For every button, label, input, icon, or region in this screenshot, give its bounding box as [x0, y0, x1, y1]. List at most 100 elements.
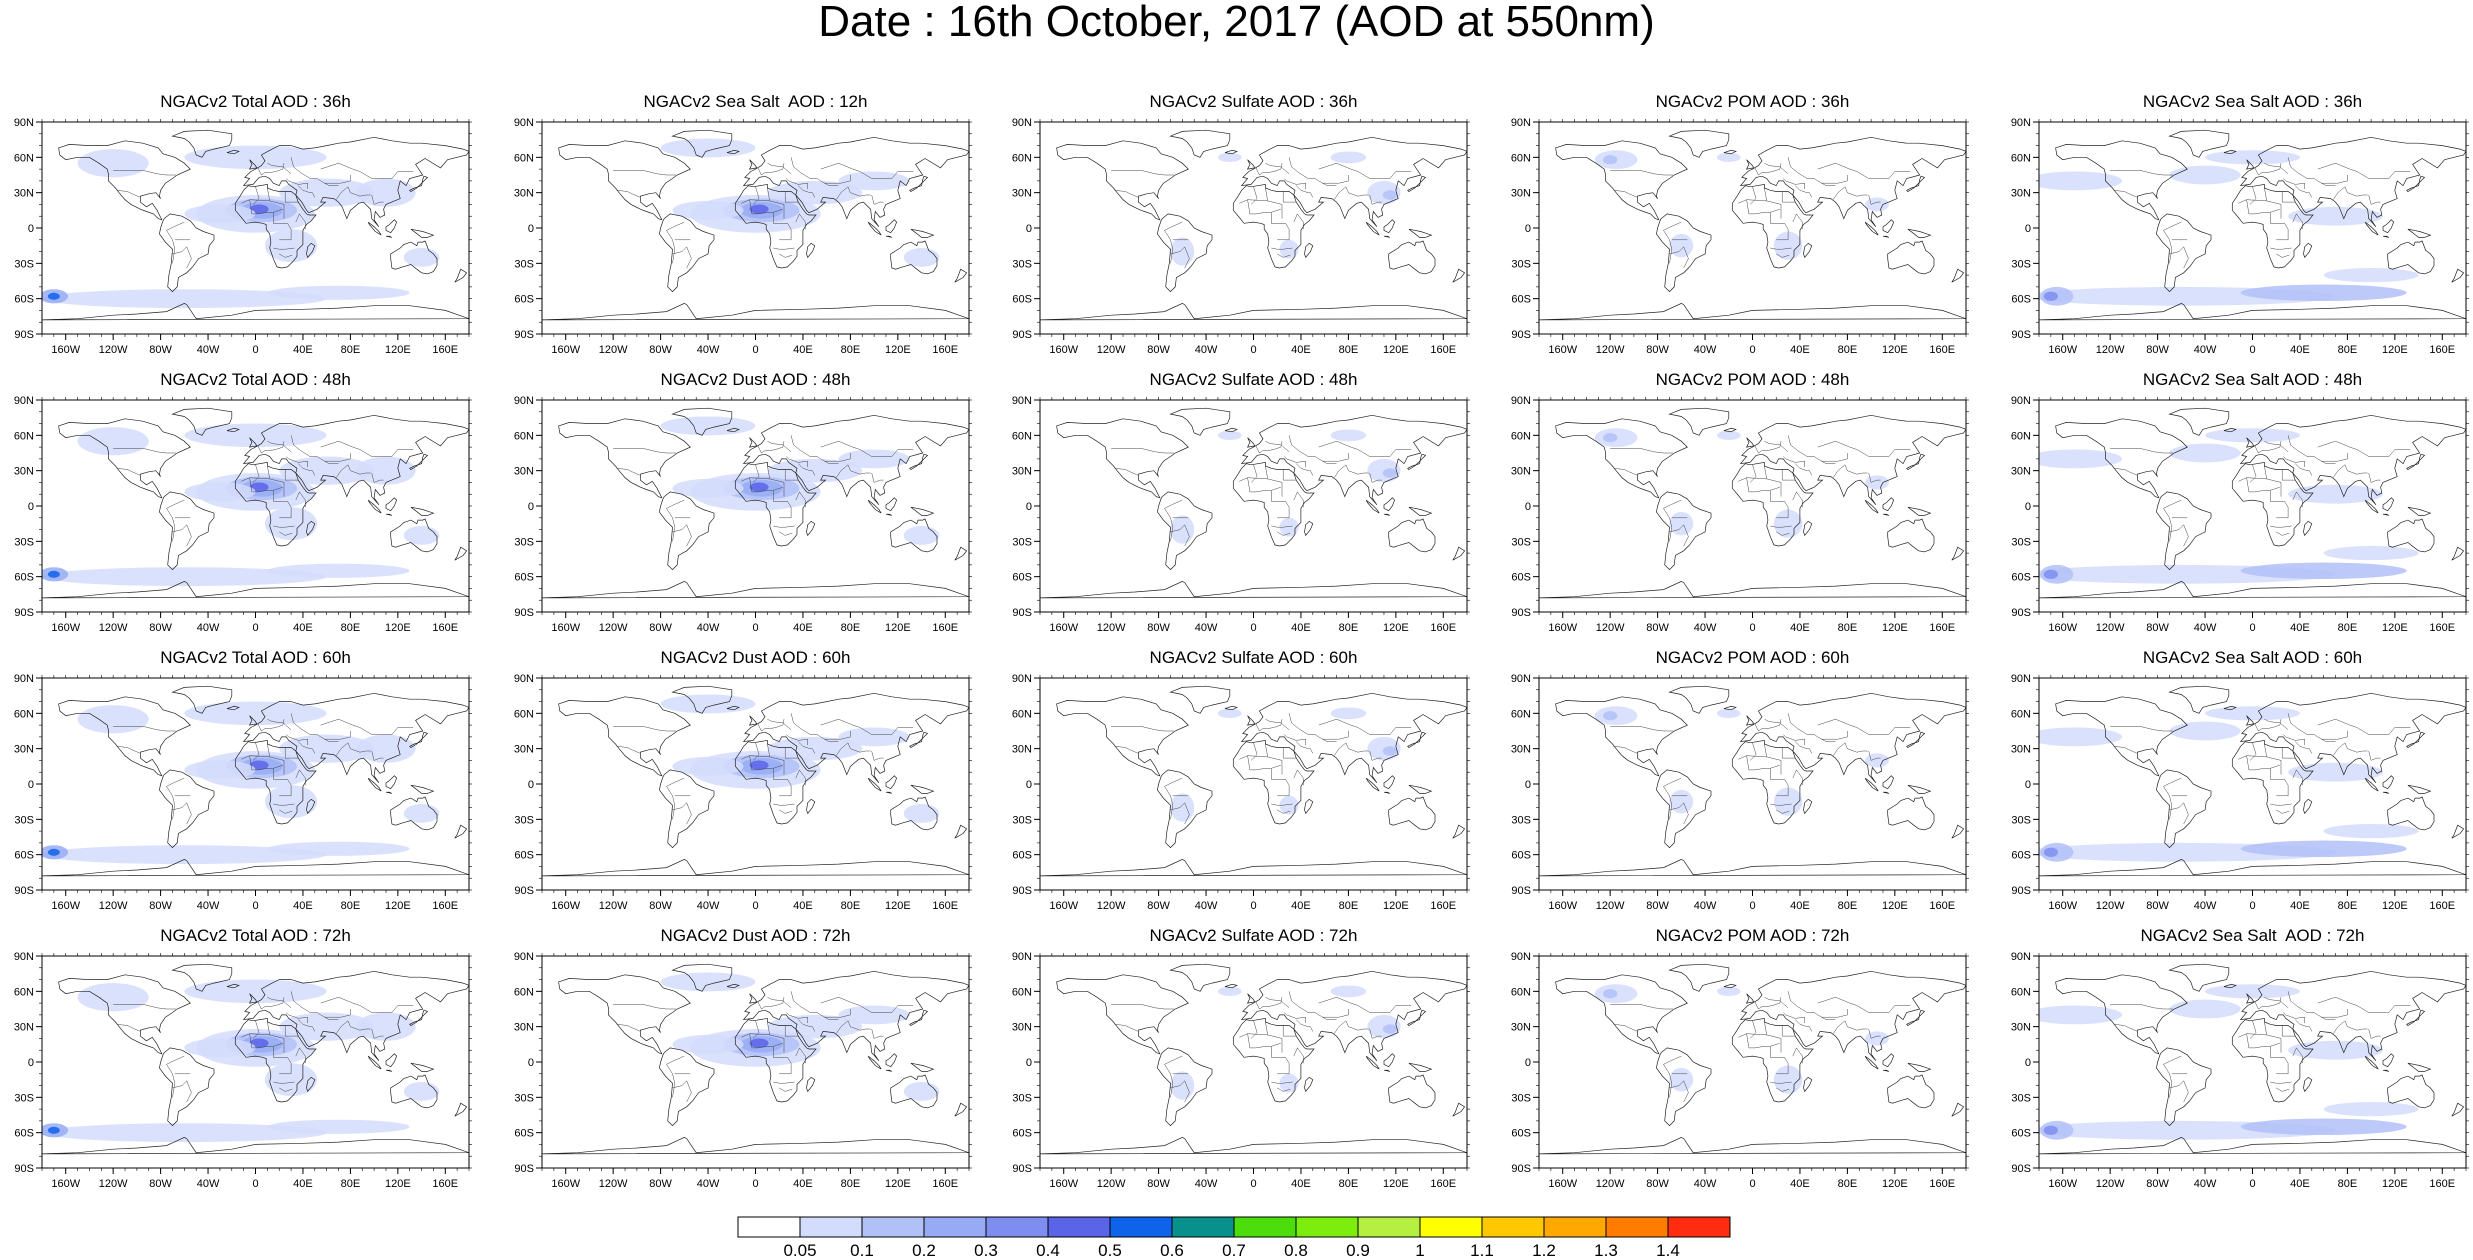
coastline: [242, 692, 469, 784]
country-border: [1164, 221, 1183, 264]
lon-tick-label: 120W: [2096, 622, 2125, 634]
country-border: [1284, 456, 1306, 468]
coastline: [42, 1137, 469, 1155]
lon-tick-label: 120W: [99, 900, 128, 912]
map-background: [1040, 400, 1467, 612]
country-border: [1817, 718, 1911, 735]
lat-tick-label: 60N: [1012, 152, 1032, 164]
lat-tick-label: 30S: [2011, 258, 2031, 270]
coastline: [1745, 437, 1755, 448]
country-border: [1764, 1021, 1767, 1035]
coastlines: [2039, 685, 2466, 877]
lon-tick-label: 40E: [793, 900, 813, 912]
coastline: [1864, 1055, 1879, 1070]
colorbar-label: 0.2: [912, 1241, 936, 1260]
country-border: [773, 247, 795, 250]
country-border: [1754, 163, 1782, 176]
coastline: [385, 219, 398, 234]
aod-patch: [767, 180, 863, 205]
coastline: [1408, 228, 1433, 238]
lon-tick-label: 40W: [697, 622, 720, 634]
lon-tick-label: 40W: [197, 344, 220, 356]
country-border: [1663, 221, 1682, 264]
lat-tick-label: 60S: [1511, 572, 1531, 584]
lat-tick-label: 30N: [1511, 188, 1531, 200]
aod-field: [2039, 984, 2419, 1140]
country-border: [2281, 191, 2296, 203]
country-border: [2287, 713, 2336, 742]
coastline: [1882, 497, 1895, 512]
country-border: [1318, 718, 1412, 735]
country-border: [2332, 742, 2368, 756]
country-border: [1792, 769, 1803, 786]
country-border: [1746, 477, 1780, 493]
country-border: [779, 1087, 793, 1092]
coastline: [1739, 136, 1966, 228]
coastline: [1040, 581, 1467, 599]
coastline: [2406, 1009, 2426, 1026]
country-border: [1277, 1087, 1291, 1092]
country-border: [2169, 802, 2189, 825]
coastline: [1388, 240, 1436, 275]
country-border: [613, 448, 676, 454]
coastline: [1906, 175, 1926, 192]
panel-title: NGACv2 Total AOD : 36h: [160, 92, 351, 111]
coastline: [1731, 461, 1814, 547]
country-border: [1764, 996, 1789, 1008]
lon-tick-label: 120W: [2096, 1178, 2125, 1190]
world-map: 90N 60N 30N 0 30S 60S 90S 160W 120W 80W 40W 0 40E 80E…: [2011, 673, 2469, 912]
country-border: [2264, 465, 2267, 479]
lat-tick-label: 0: [1026, 223, 1032, 235]
country-border: [1783, 178, 1805, 190]
lon-tick-label: 120E: [1383, 1178, 1409, 1190]
coastlines: [542, 963, 969, 1155]
country-border: [172, 802, 192, 825]
country-border: [757, 719, 785, 732]
coastline: [390, 518, 438, 553]
lat-tick-label: 0: [28, 1057, 34, 1069]
country-border: [2368, 750, 2381, 761]
lat-tick-label: 60S: [14, 850, 34, 862]
coastline: [248, 715, 258, 726]
lat-tick-label: 90N: [2011, 673, 2031, 685]
coastline: [2231, 461, 2314, 547]
country-border: [1271, 1081, 1293, 1084]
coastline: [1407, 453, 1427, 470]
aod-patch: [2205, 706, 2300, 721]
aod-patch: [42, 289, 327, 309]
coastline: [2055, 418, 2188, 499]
country-border: [749, 477, 783, 493]
coastline: [410, 784, 435, 794]
lon-tick-label: 40E: [2290, 344, 2310, 356]
lon-tick-label: 40E: [793, 344, 813, 356]
country-border: [835, 742, 871, 756]
country-border: [1247, 477, 1281, 493]
aod-patch: [2288, 484, 2383, 504]
lat-tick-label: 0: [28, 223, 34, 235]
lat-tick-label: 90N: [2011, 951, 2031, 963]
country-border: [2281, 469, 2296, 481]
country-border: [798, 741, 816, 754]
coastline: [2168, 407, 2230, 436]
aod-field: [1170, 707, 1401, 822]
country-border: [1247, 1033, 1281, 1049]
aod-patch: [2288, 1040, 2383, 1060]
country-border: [1610, 1004, 1673, 1010]
coastline: [242, 970, 469, 1062]
lon-tick-label: 80E: [841, 344, 861, 356]
lon-tick-label: 120W: [1097, 344, 1126, 356]
colorbar-swatch: [1667, 1216, 1731, 1238]
lon-tick-label: 160W: [1049, 900, 1078, 912]
lat-tick-label: 30N: [14, 1022, 34, 1034]
coastline: [867, 499, 882, 514]
lon-tick-label: 0: [2249, 622, 2255, 634]
country-border: [784, 469, 799, 481]
country-border: [172, 246, 192, 269]
world-map: 90N 60N 30N 0 30S 60S 90S 160W 120W 80W 40W 0 40E 80E…: [1511, 673, 1969, 912]
country-border: [1271, 1046, 1290, 1075]
panel-title: NGACv2 Sulfate AOD : 48h: [1149, 370, 1358, 389]
coastline: [2245, 159, 2255, 170]
country-border: [1795, 185, 1813, 198]
aod-patch: [184, 760, 256, 780]
coastline: [2387, 518, 2435, 553]
